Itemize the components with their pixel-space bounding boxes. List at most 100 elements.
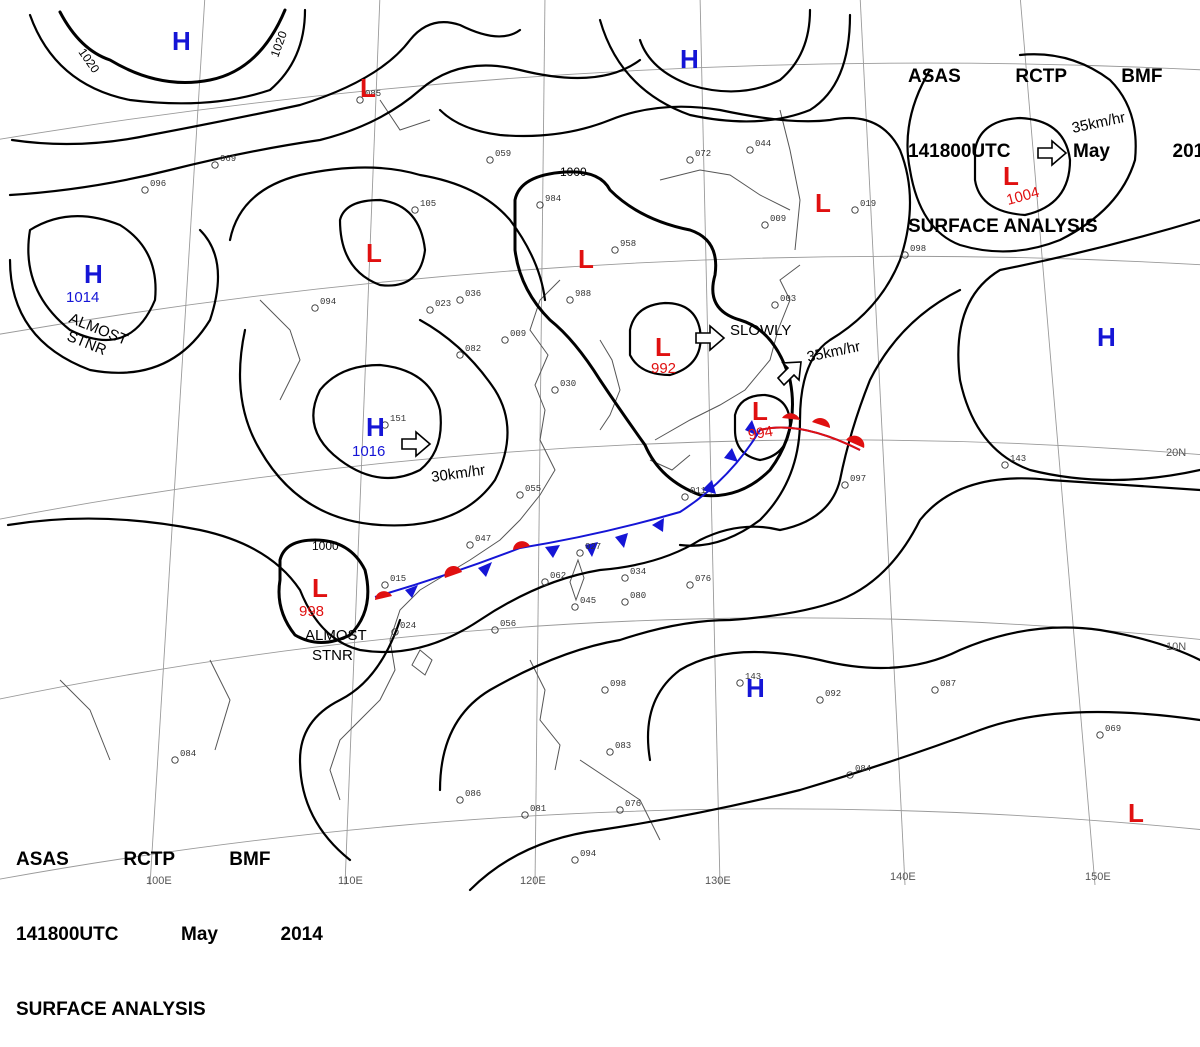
grid-labels: 100E 110E 120E 130E 140E 150E 20N 10N	[146, 447, 1186, 887]
station-pressure-code: 958	[620, 239, 636, 249]
station-pressure-code: 015	[390, 574, 406, 584]
header-agency: ASAS RCTP BMF	[908, 66, 1163, 87]
station-pressure-code: 080	[630, 591, 646, 601]
header-product: SURFACE ANALYSIS	[16, 999, 206, 1020]
low-pressure-center: L	[655, 332, 671, 362]
map-header-bottom: ASAS RCTP BMF 141800UTC May 2014 SURFACE…	[16, 797, 323, 1047]
station-symbol	[571, 856, 579, 864]
low-pressure-center: L	[366, 238, 382, 268]
station-symbol	[211, 161, 219, 169]
station-symbol	[771, 301, 779, 309]
high-pressure-center: H	[746, 673, 765, 703]
coastlines	[59, 99, 801, 841]
station-symbol	[566, 296, 574, 304]
station-symbol	[551, 386, 559, 394]
station-pressure-code: 011	[690, 486, 706, 496]
low-pressure-center: L	[1128, 798, 1144, 828]
station-symbol	[536, 201, 544, 209]
station-pressure-code: 087	[940, 679, 956, 689]
station-symbol	[746, 146, 754, 154]
station-symbol	[616, 806, 624, 814]
station-pressure-code: 072	[695, 149, 711, 159]
fronts	[374, 413, 865, 600]
station-symbol	[841, 481, 849, 489]
station-pressure-code: 056	[500, 619, 516, 629]
station-symbol	[606, 748, 614, 756]
movement-arrow-icon	[1037, 139, 1068, 167]
station-symbol	[411, 206, 419, 214]
movement-speed-label: SLOWLY	[730, 322, 791, 339]
station-symbol	[456, 796, 464, 804]
station-pressure-code: 069	[220, 154, 236, 164]
isobar-label: 1000	[312, 539, 339, 553]
low-pressure-center: L	[752, 396, 768, 426]
station-symbol	[901, 251, 909, 259]
station-pressure-code: 062	[550, 571, 566, 581]
station-pressure-code: 023	[435, 299, 451, 309]
station-pressure-code: 143	[1010, 454, 1026, 464]
lat-label: 10N	[1166, 641, 1186, 653]
lat-label: 20N	[1166, 447, 1186, 459]
station-symbol	[571, 603, 579, 611]
surface-analysis-map: 1020 1020 1000 1000	[0, 0, 1200, 892]
station-symbol	[621, 598, 629, 606]
station-pressure-code: 988	[575, 289, 591, 299]
lon-label: 140E	[890, 871, 916, 883]
station-symbol	[501, 336, 509, 344]
station-symbol	[426, 306, 434, 314]
station-pressure-code: 086	[465, 789, 481, 799]
station-pressure-code: 027	[585, 542, 601, 552]
high-pressure-center: H	[172, 26, 191, 56]
station-pressure-code: 097	[850, 474, 866, 484]
station-pressure-code: 094	[580, 849, 596, 859]
station-pressure-code: 098	[910, 244, 926, 254]
pressure-value: 1016	[352, 443, 385, 460]
station-symbol	[1096, 731, 1104, 739]
station-symbol	[456, 351, 464, 359]
stationary-note: ALMOST	[305, 627, 367, 644]
lon-label: 110E	[338, 875, 363, 887]
station-symbol	[686, 581, 694, 589]
station-pressure-code: 083	[615, 741, 631, 751]
station-pressure-code: 045	[580, 596, 596, 606]
station-symbol	[541, 578, 549, 586]
station-pressure-code: 036	[465, 289, 481, 299]
station-symbol	[491, 626, 499, 634]
station-symbol	[611, 246, 619, 254]
station-symbol	[681, 493, 689, 501]
station-symbol	[516, 491, 524, 499]
movement-arrow-icon	[401, 430, 432, 458]
station-pressure-code: 009	[510, 329, 526, 339]
station-pressure-code: 092	[825, 689, 841, 699]
station-symbol	[576, 549, 584, 557]
station-pressure-code: 069	[1105, 724, 1121, 734]
station-symbol	[816, 696, 824, 704]
station-pressure-code: 105	[420, 199, 436, 209]
station-pressure-code: 984	[545, 194, 561, 204]
station-symbol	[601, 686, 609, 694]
pressure-value: 998	[299, 603, 324, 620]
low-pressure-center: L	[1003, 161, 1019, 191]
station-pressure-code: 003	[780, 294, 796, 304]
station-plots: 085 096 069 105 059 984 958 988 072 044 009 019 098 0…	[141, 89, 1121, 864]
high-pressure-center: H	[84, 259, 103, 289]
pressure-value: 994	[747, 423, 775, 444]
pressure-centers: H H H 1014 H 1016 H H L L L L 992 L L 10…	[66, 26, 1144, 828]
header-agency: ASAS RCTP BMF	[16, 849, 271, 870]
header-valid-time: 141800UTC May 2014	[16, 924, 323, 945]
station-pressure-code: 151	[390, 414, 406, 424]
high-pressure-center: H	[1097, 322, 1116, 352]
low-pressure-center: L	[312, 573, 328, 603]
station-symbol	[621, 574, 629, 582]
isobar-label: 1000	[560, 165, 587, 179]
station-pressure-code: 024	[400, 621, 416, 631]
high-pressure-center: H	[366, 412, 385, 442]
station-pressure-code: 076	[625, 799, 641, 809]
station-symbol	[846, 771, 854, 779]
station-pressure-code: 059	[495, 149, 511, 159]
low-pressure-center: L	[815, 188, 831, 218]
pressure-value: 992	[651, 360, 676, 377]
station-pressure-code: 009	[770, 214, 786, 224]
station-pressure-code: 044	[755, 139, 771, 149]
station-pressure-code: 084	[180, 749, 196, 759]
